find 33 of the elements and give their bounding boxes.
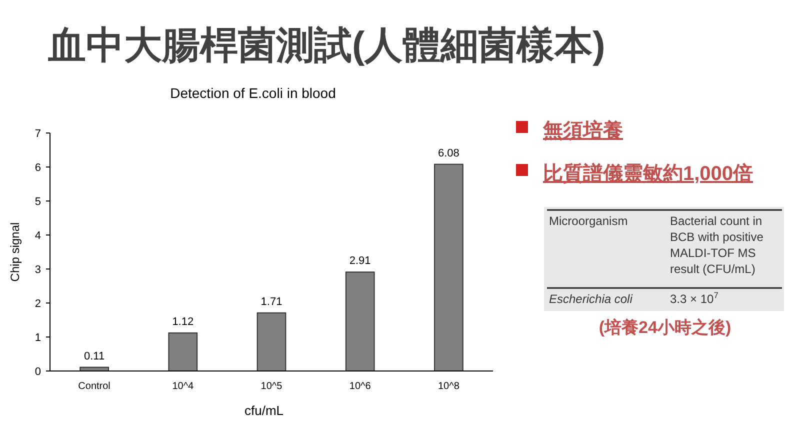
text: (培養24小時之後) xyxy=(598,318,732,337)
x-tick-label: 10^4 xyxy=(172,381,194,392)
text: 比質譜儀靈敏約1,000倍 xyxy=(543,162,754,185)
x-tick-label: 10^5 xyxy=(260,381,283,392)
y-tick-label: 6 xyxy=(34,162,41,174)
bar xyxy=(434,164,464,372)
y-tick-label: 2 xyxy=(34,298,41,310)
text: Escherichia coli xyxy=(549,292,633,306)
bar xyxy=(256,312,286,372)
text: Bacterial count in BCB with positive MALDI-TOF MS result (CFU/mL) xyxy=(670,214,764,276)
text: Microorganism xyxy=(549,214,628,228)
y-tick-label: 7 xyxy=(34,128,41,140)
bar xyxy=(168,332,198,372)
data-label: 2.91 xyxy=(349,255,371,268)
bar xyxy=(345,272,375,372)
text: 無須培養 xyxy=(542,119,623,142)
y-tick-label: 0 xyxy=(34,366,41,378)
text: 3.3 × 10$^{7}$ xyxy=(670,290,719,306)
y-tick-label: 3 xyxy=(34,264,41,276)
x-tick-label: 10^8 xyxy=(438,381,460,392)
chart-subtitle: Detection of E.coli in blood xyxy=(170,85,336,101)
data-label: 1.12 xyxy=(172,316,194,328)
x-axis-title: cfu/mL xyxy=(244,403,284,418)
y-tick-label: 4 xyxy=(34,230,41,242)
data-label: 6.08 xyxy=(438,147,460,160)
y-tick-label: 1 xyxy=(34,332,41,344)
y-tick-label: 5 xyxy=(34,196,41,208)
chart-title: 血中大腸桿菌測試(人體細菌樣本) xyxy=(47,25,606,67)
data-label: 1.71 xyxy=(260,296,282,308)
x-tick-label: Control xyxy=(78,381,110,392)
x-tick-label: 10^6 xyxy=(349,381,372,392)
data-label: 0.11 xyxy=(84,350,105,362)
y-axis-title: Chip signal xyxy=(8,222,22,282)
